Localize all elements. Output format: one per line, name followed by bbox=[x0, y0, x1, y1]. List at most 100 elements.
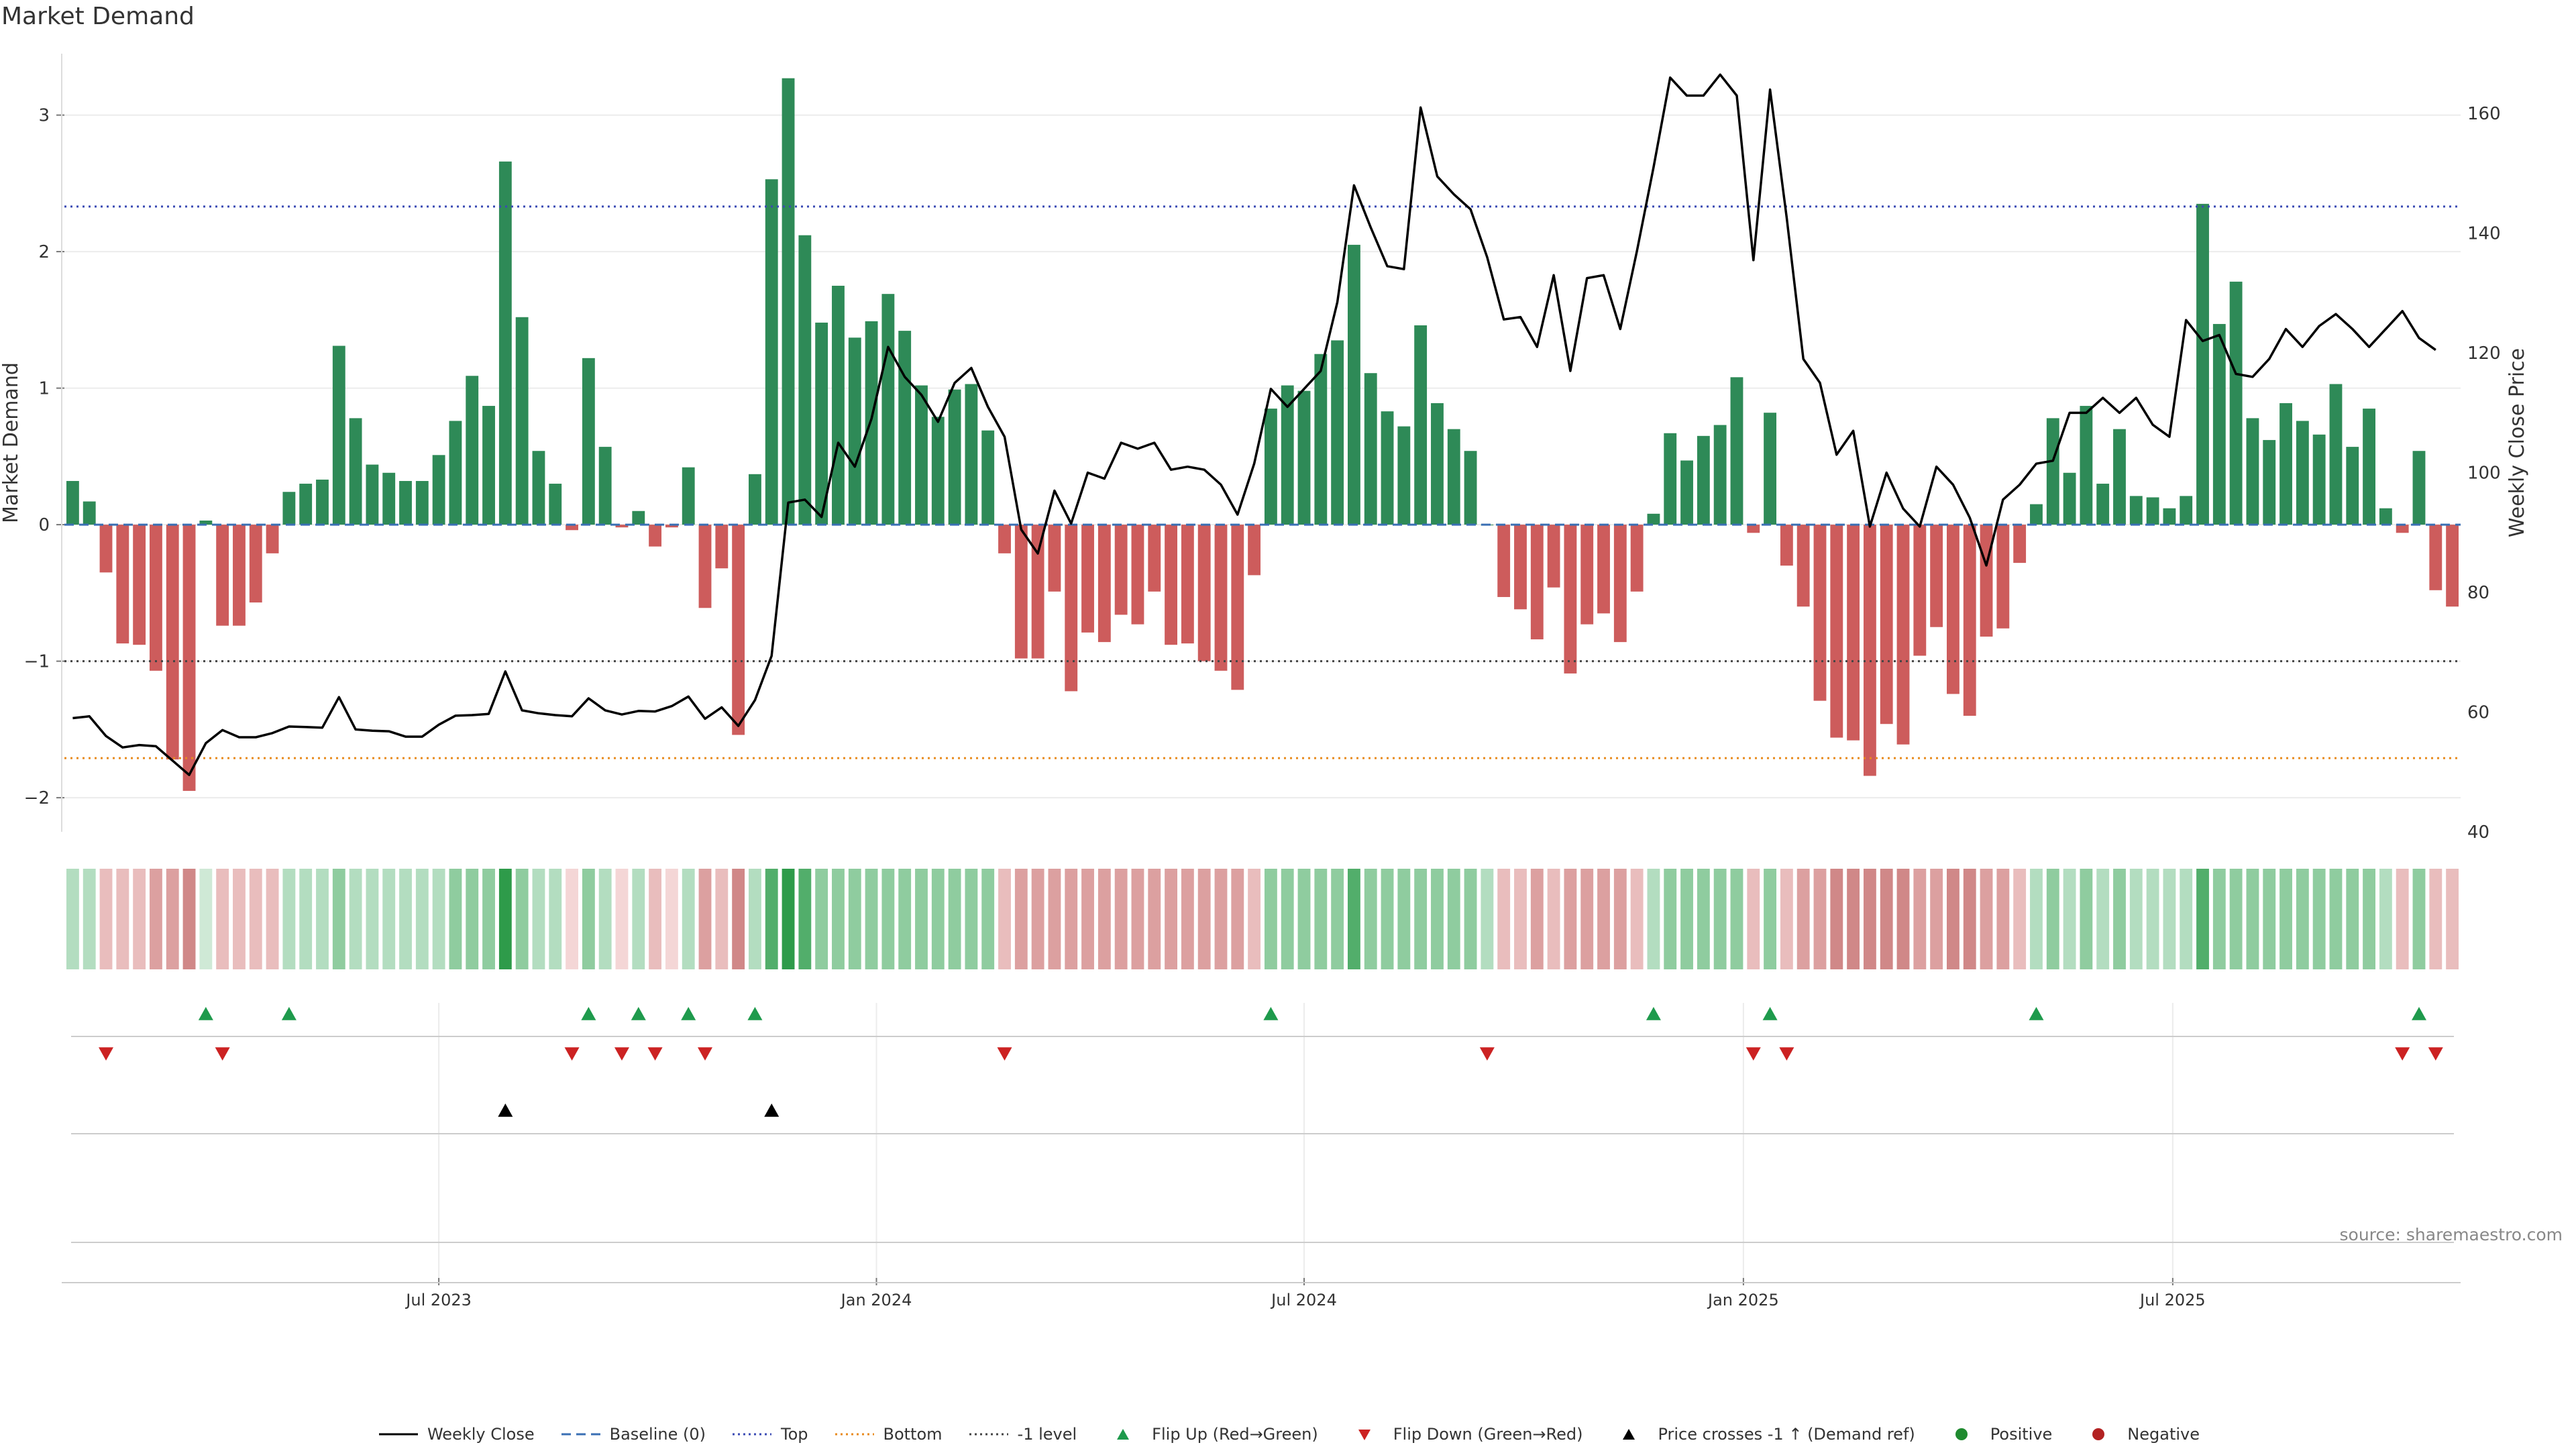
bar-positive bbox=[399, 480, 412, 525]
shade-cell bbox=[898, 869, 912, 969]
flip-up-marker bbox=[681, 1007, 696, 1020]
shade-cell bbox=[498, 869, 512, 969]
shade-cell bbox=[2312, 869, 2326, 969]
shade-cell bbox=[2412, 869, 2426, 969]
y2-tick-label: 140 bbox=[2467, 224, 2501, 244]
shade-cell bbox=[566, 869, 578, 969]
flip-down-marker bbox=[2395, 1047, 2410, 1061]
bar-negative bbox=[116, 525, 129, 644]
shade-cell bbox=[1547, 869, 1560, 969]
bar-positive bbox=[848, 337, 861, 525]
shade-cell bbox=[832, 869, 845, 969]
bar-negative bbox=[1813, 525, 1827, 701]
bar-negative bbox=[732, 525, 745, 735]
shade-cell bbox=[1597, 869, 1610, 969]
y-axis-title: Market Demand bbox=[0, 362, 23, 523]
shade-cell bbox=[1331, 869, 1344, 969]
bar-negative bbox=[1947, 525, 1960, 694]
flip-down-marker bbox=[647, 1047, 663, 1061]
bar-negative bbox=[1114, 525, 1128, 615]
legend-top: Top bbox=[730, 1425, 808, 1444]
shade-cell bbox=[549, 869, 562, 969]
shade-cell bbox=[266, 869, 279, 969]
shade-cell bbox=[1447, 869, 1460, 969]
gridlines bbox=[64, 114, 2461, 1281]
shade-cell bbox=[1481, 869, 1494, 969]
price-cross-marker bbox=[764, 1104, 780, 1117]
bar-positive bbox=[2329, 384, 2343, 525]
flip-down-marker bbox=[614, 1047, 629, 1061]
bar-negative bbox=[1630, 525, 1644, 592]
shade-cell bbox=[2113, 869, 2126, 969]
flip-up-marker bbox=[198, 1007, 213, 1020]
shade-cell bbox=[316, 869, 329, 969]
bar-positive bbox=[2180, 496, 2193, 525]
shade-cell bbox=[150, 869, 162, 969]
shade-cell bbox=[1680, 869, 1693, 969]
y-tick-label: 2 bbox=[38, 242, 50, 262]
shade-cell bbox=[216, 869, 229, 969]
shade-cell bbox=[2446, 869, 2459, 969]
shade-cell bbox=[715, 869, 729, 969]
shade-cell bbox=[2180, 869, 2193, 969]
bar-negative bbox=[1980, 525, 1993, 637]
shade-cell bbox=[1148, 869, 1161, 969]
bar-positive bbox=[349, 418, 362, 525]
shade-cell bbox=[432, 869, 445, 969]
x-tick-label: Jul 2025 bbox=[2139, 1291, 2206, 1309]
shade-cell bbox=[1081, 869, 1094, 969]
bar-positive bbox=[598, 447, 612, 525]
flip-down-marker bbox=[564, 1047, 580, 1061]
bar-positive bbox=[582, 358, 595, 525]
shade-cell bbox=[2013, 869, 2027, 969]
bar-positive bbox=[2030, 504, 2043, 525]
bar-positive bbox=[1264, 409, 1277, 525]
shade-cell bbox=[1364, 869, 1377, 969]
bar-positive bbox=[2346, 447, 2359, 525]
bar-positive bbox=[449, 421, 462, 525]
bar-positive bbox=[2312, 434, 2326, 525]
legend-line-dotted-icon bbox=[835, 1433, 874, 1436]
flip-up-marker bbox=[1646, 1007, 1661, 1020]
bar-negative bbox=[1930, 525, 1943, 627]
y-tick-label: −2 bbox=[24, 788, 50, 808]
bar-positive bbox=[815, 322, 828, 525]
shade-cell bbox=[1830, 869, 1843, 969]
bar-negative bbox=[99, 525, 113, 573]
bar-positive bbox=[316, 479, 329, 525]
shade-cell bbox=[1764, 869, 1776, 969]
bar-positive bbox=[1314, 354, 1328, 525]
shade-cell bbox=[815, 869, 828, 969]
bar-negative bbox=[1165, 525, 1177, 645]
shade-cell bbox=[1730, 869, 1743, 969]
shade-cell bbox=[1314, 869, 1328, 969]
bar-negative bbox=[1231, 525, 1244, 690]
shade-cell bbox=[1431, 869, 1444, 969]
shade-cell bbox=[449, 869, 462, 969]
shade-cell bbox=[1863, 869, 1876, 969]
bar-positive bbox=[2379, 508, 2392, 525]
bar-positive bbox=[282, 492, 296, 525]
bar-negative bbox=[1830, 525, 1843, 738]
bar-positive bbox=[199, 521, 213, 525]
legend-label: Flip Up (Red→Green) bbox=[1152, 1425, 1318, 1444]
bar-positive bbox=[515, 317, 529, 525]
bar-negative bbox=[133, 525, 146, 645]
bar-negative bbox=[249, 525, 262, 603]
shade-cell bbox=[1065, 869, 1078, 969]
shade-cell bbox=[2063, 869, 2076, 969]
shade-cell bbox=[1697, 869, 1710, 969]
bar-positive bbox=[83, 501, 96, 525]
bar-positive bbox=[865, 321, 878, 525]
shade-cell bbox=[1397, 869, 1411, 969]
shade-cell bbox=[1647, 869, 1660, 969]
shade-cell bbox=[2296, 869, 2309, 969]
shade-cell bbox=[233, 869, 246, 969]
x-tick-label: Jan 2025 bbox=[1707, 1291, 1779, 1309]
bar-negative bbox=[1780, 525, 1793, 566]
shade-cell bbox=[2396, 869, 2409, 969]
reference-lines bbox=[64, 205, 2461, 759]
shade-cell bbox=[948, 869, 961, 969]
shade-cell bbox=[782, 869, 795, 969]
shade-cell bbox=[1747, 869, 1760, 969]
